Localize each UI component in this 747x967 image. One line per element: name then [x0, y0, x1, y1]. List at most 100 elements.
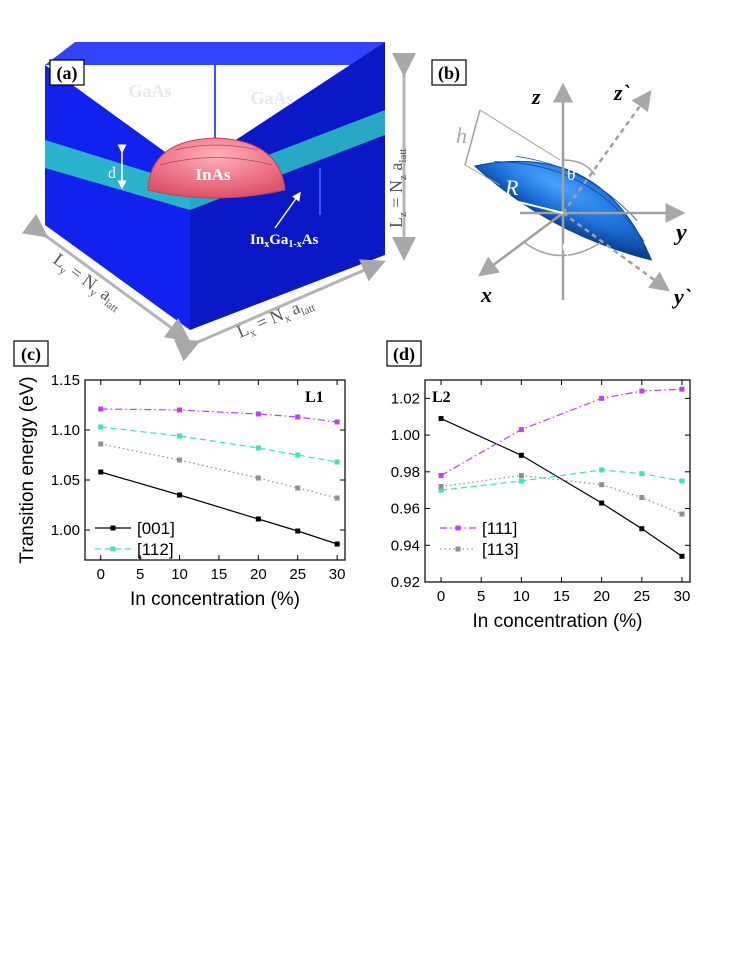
y-tick-label: 0.96	[391, 501, 420, 518]
data-point	[177, 407, 183, 413]
data-point	[177, 457, 183, 463]
data-point	[518, 452, 524, 458]
y-prime-axis	[562, 211, 671, 292]
panel-c-label: (c)	[21, 344, 41, 365]
data-point	[177, 433, 183, 439]
data-point	[334, 541, 340, 547]
panel-b: (b) R h θ φ z z` y y` x	[431, 59, 691, 309]
series-line-113	[100, 443, 338, 499]
legend-marker	[455, 546, 461, 552]
data-point	[255, 516, 261, 522]
y-tick-label: 0.92	[391, 574, 420, 591]
series-line-112	[100, 426, 338, 463]
legend-label: [113]	[482, 540, 519, 559]
gaas-label-right: GaAs	[250, 88, 293, 108]
series-line-111	[100, 408, 338, 423]
data-point	[334, 459, 340, 465]
panel-a-label-box	[49, 59, 85, 86]
inas-contour	[159, 157, 273, 166]
chart-c: 0 5 10 15 20 25 30 1.00 1.05 1.10 1.15 In concentra…	[17, 372, 346, 610]
data-point	[599, 500, 605, 506]
data-point	[639, 471, 645, 477]
chart-tag: L1	[305, 389, 324, 406]
x-tick-label: 10	[171, 566, 188, 583]
x-tick-label: 20	[250, 566, 267, 583]
h-guide-bottom	[464, 164, 501, 186]
data-point	[639, 388, 645, 394]
phi-label: φ	[562, 235, 574, 257]
panel-d: (d) 0 5 10 15 20 25 30 0.92 0.94 0.96 0.98 1.00 1.02…	[386, 340, 691, 632]
data-point	[177, 492, 183, 498]
chart-d: 0 5 10 15 20 25 30 0.92 0.94 0.96 0.98 1.00 1.02 In c…	[391, 379, 691, 632]
data-point	[255, 411, 261, 417]
series-line-111	[440, 388, 682, 477]
z-label: z	[531, 84, 541, 109]
plot-frame	[424, 379, 691, 583]
legend-marker	[455, 525, 461, 531]
panel-b-label-box	[431, 59, 467, 86]
wetting-pointer	[274, 191, 301, 229]
data-point	[639, 495, 645, 501]
chart-tag: L2	[432, 389, 451, 406]
x-tick-label: 25	[289, 566, 306, 583]
ly-dimension-arrow	[21, 213, 191, 342]
inas-label: InAs	[196, 165, 231, 184]
data-point	[639, 526, 645, 532]
series-line-112	[440, 469, 683, 491]
d-label: d	[108, 165, 116, 182]
data-point	[599, 395, 605, 401]
y-tick-label: 1.00	[51, 522, 80, 539]
panel-a-label: (a)	[57, 63, 78, 84]
data-point	[518, 472, 524, 478]
y-tick-label: 1.02	[391, 390, 420, 407]
data-point	[295, 414, 301, 420]
series-line-001	[440, 418, 683, 557]
z-prime-axis	[561, 89, 652, 214]
data-point	[334, 419, 340, 425]
theta-label: θ	[567, 164, 576, 184]
x-axis-title: In concentration (%)	[472, 611, 642, 632]
y-tick-label: 0.98	[391, 464, 420, 481]
theta-arc	[562, 159, 596, 176]
data-point	[518, 427, 524, 433]
legend-marker	[110, 525, 116, 531]
x-tick-label: 10	[513, 588, 530, 605]
h-guide-top	[479, 109, 561, 161]
data-point	[295, 528, 301, 534]
legend-label: [001]	[137, 519, 175, 538]
data-point	[98, 424, 104, 430]
panel-c: (c) 0 5 10 15 20 25 30 1.00 1.05 1.10 1.15 In conce…	[13, 340, 346, 610]
x-label: x	[480, 282, 492, 307]
panel-a: (a) GaAs GaAs InAs d InxGa1-xAs Ly = Ny …	[21, 42, 416, 362]
r-arrow	[468, 186, 564, 214]
panel-d-label: (d)	[393, 344, 415, 365]
y-tick-label: 1.00	[391, 427, 420, 444]
data-point	[679, 478, 685, 484]
y-tick-label: 0.94	[391, 537, 420, 554]
inas-contour	[174, 144, 259, 151]
y-tick-label: 1.05	[51, 472, 80, 489]
plot-frame	[84, 379, 346, 561]
data-point	[438, 416, 444, 422]
data-point	[334, 495, 340, 501]
y-label: y	[673, 220, 687, 246]
data-point	[679, 553, 685, 559]
data-point	[255, 475, 261, 481]
y-tick-label: 1.15	[51, 372, 80, 389]
gaas-label-left: GaAs	[128, 81, 171, 101]
x-tick-label: 30	[674, 588, 691, 605]
x-tick-label: 30	[329, 566, 346, 583]
data-point	[518, 478, 524, 484]
data-point	[438, 487, 444, 493]
data-point	[438, 472, 444, 478]
h-label: h	[456, 123, 467, 148]
legend-marker	[110, 546, 116, 552]
panel-b-label: (b)	[438, 63, 460, 84]
inas-dot	[147, 137, 286, 199]
legend-label: [112]	[137, 540, 174, 559]
data-point	[98, 469, 104, 475]
panel-c-label-box	[13, 340, 49, 367]
r-label: R	[504, 175, 519, 200]
panel-d-label-box	[386, 340, 422, 367]
